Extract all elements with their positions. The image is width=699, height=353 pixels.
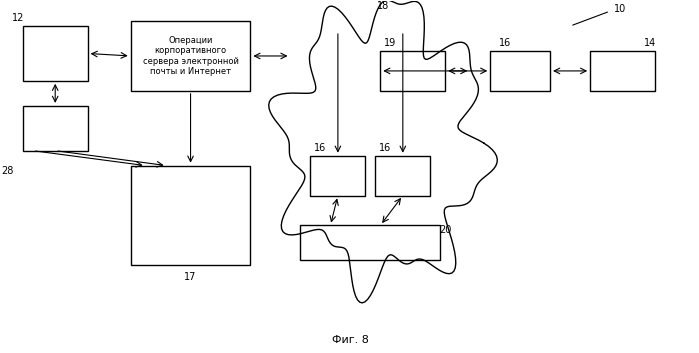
Text: 17: 17: [185, 272, 196, 282]
Text: 16: 16: [315, 143, 326, 152]
Text: Фиг. 8: Фиг. 8: [332, 335, 369, 345]
FancyBboxPatch shape: [23, 106, 87, 151]
FancyBboxPatch shape: [310, 156, 366, 196]
FancyBboxPatch shape: [380, 51, 445, 91]
Text: 12: 12: [12, 13, 24, 23]
FancyBboxPatch shape: [375, 156, 431, 196]
FancyBboxPatch shape: [23, 26, 87, 81]
FancyBboxPatch shape: [490, 51, 550, 91]
Text: 14: 14: [644, 38, 656, 48]
FancyBboxPatch shape: [590, 51, 655, 91]
Text: 18: 18: [377, 1, 389, 11]
Text: 10: 10: [614, 4, 626, 14]
Polygon shape: [268, 0, 497, 303]
FancyBboxPatch shape: [131, 21, 250, 91]
Text: 16: 16: [380, 143, 391, 152]
Text: 19: 19: [384, 38, 396, 48]
Text: 16: 16: [499, 38, 512, 48]
FancyBboxPatch shape: [131, 166, 250, 265]
Text: 20: 20: [439, 226, 452, 235]
Text: Операции
корпоративного
сервера электронной
почты и Интернет: Операции корпоративного сервера электрон…: [143, 36, 238, 76]
Text: 28: 28: [1, 166, 14, 175]
FancyBboxPatch shape: [301, 226, 440, 260]
